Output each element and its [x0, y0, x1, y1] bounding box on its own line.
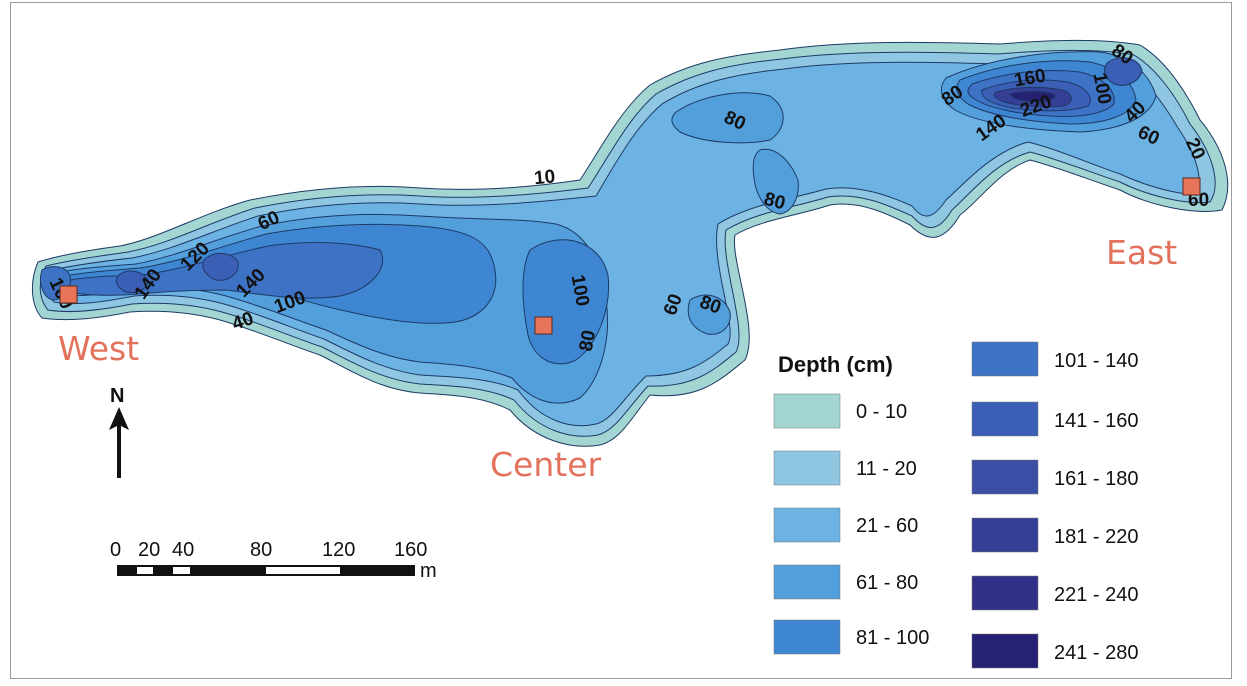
- legend-swatch: [773, 393, 841, 429]
- sampling-sites: West Center East: [58, 177, 1201, 484]
- scale-tick-label: 0: [110, 539, 121, 561]
- legend-label: 61 - 80: [856, 572, 918, 594]
- site-label-west: West: [58, 329, 139, 368]
- legend-swatch: [971, 341, 1039, 377]
- depth-band-61-80-north: [671, 92, 784, 144]
- legend-swatch: [773, 619, 841, 655]
- legend-label: 11 - 20: [856, 458, 917, 480]
- depth-pool-west-1: [202, 253, 239, 281]
- legend-label: 161 - 180: [1054, 468, 1139, 490]
- legend-swatch: [773, 450, 841, 486]
- legend-label: 101 - 140: [1054, 350, 1139, 372]
- scale-bar-segment: [266, 567, 340, 574]
- scale-tick-label: 120: [322, 539, 355, 561]
- site-marker-east: [1182, 177, 1201, 196]
- depth-pool-west-2: [115, 270, 149, 293]
- contour-label: 10: [533, 166, 556, 189]
- legend-swatch: [971, 575, 1039, 611]
- north-arrow-label: N: [110, 385, 124, 407]
- scale-tick-label: 40: [172, 539, 194, 561]
- site-marker-west: [59, 285, 78, 304]
- depth-legend: Depth (cm) 0 - 10 11 - 20 21 - 60 61 - 8…: [773, 341, 1139, 669]
- depth-pool-east-small: [1104, 57, 1143, 86]
- north-arrow: N: [109, 385, 129, 478]
- legend-title: Depth (cm): [778, 352, 893, 377]
- depth-band-61-80-south: [687, 294, 731, 335]
- scale-unit: m: [420, 560, 437, 582]
- scale-tick-label: 160: [394, 539, 427, 561]
- map-frame: [10, 2, 1232, 679]
- legend-label: 181 - 220: [1054, 526, 1139, 548]
- legend-label: 81 - 100: [856, 627, 929, 649]
- legend-swatch: [971, 517, 1039, 553]
- site-label-east: East: [1106, 233, 1177, 272]
- scale-tick-label: 80: [250, 539, 272, 561]
- site-marker-center: [534, 316, 553, 335]
- scale-bar-segment: [137, 567, 153, 574]
- legend-swatch: [971, 401, 1039, 437]
- legend-label: 141 - 160: [1054, 410, 1139, 432]
- lake-bathymetry: [32, 39, 1229, 447]
- site-label-center: Center: [490, 445, 602, 484]
- scale-bar: 0 20 40 80 120 160 m: [110, 539, 437, 582]
- depth-band-61-80-spur: [752, 148, 799, 215]
- legend-swatch: [971, 459, 1039, 495]
- legend-swatch: [773, 507, 841, 543]
- scale-bar-segment: [173, 567, 190, 574]
- legend-label: 21 - 60: [856, 515, 918, 537]
- north-arrow-icon: [109, 407, 129, 478]
- legend-label: 221 - 240: [1054, 584, 1139, 606]
- legend-label: 0 - 10: [856, 401, 907, 423]
- contour-label: 80: [576, 329, 600, 353]
- legend-swatch: [773, 564, 841, 600]
- legend-swatch: [971, 633, 1039, 669]
- depth-band-241-280: [1009, 90, 1056, 103]
- scale-tick-label: 20: [138, 539, 160, 561]
- legend-label: 241 - 280: [1054, 642, 1139, 664]
